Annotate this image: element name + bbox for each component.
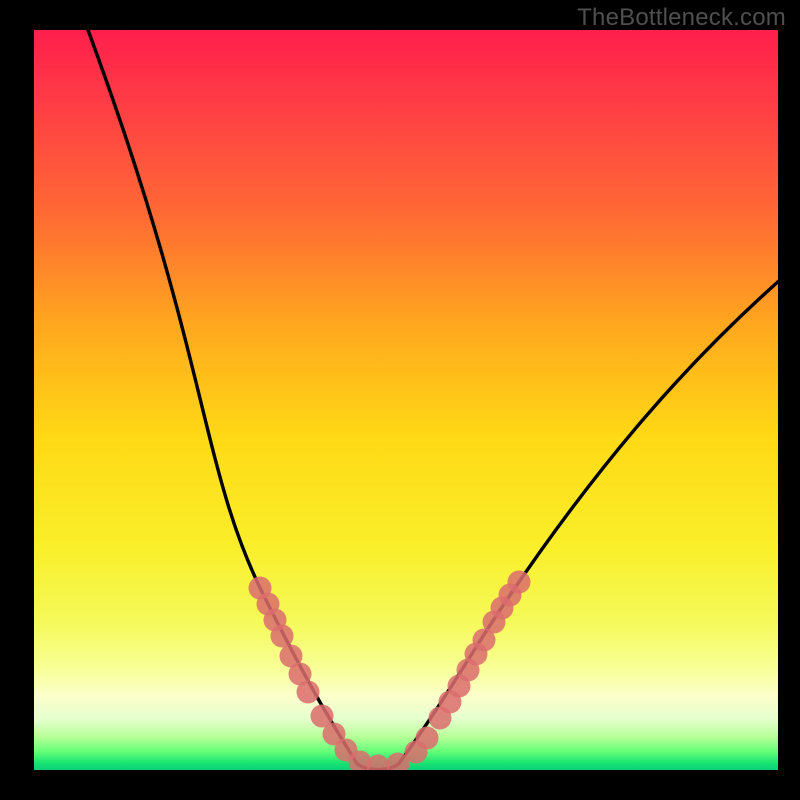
plot-background	[34, 30, 778, 770]
data-marker	[508, 571, 531, 594]
watermark-label: TheBottleneck.com	[577, 4, 786, 32]
data-marker	[271, 625, 294, 648]
bottleneck-chart-svg	[0, 0, 800, 800]
data-marker	[297, 681, 320, 704]
chart-stage: TheBottleneck.com	[0, 0, 800, 800]
data-marker	[416, 727, 439, 750]
